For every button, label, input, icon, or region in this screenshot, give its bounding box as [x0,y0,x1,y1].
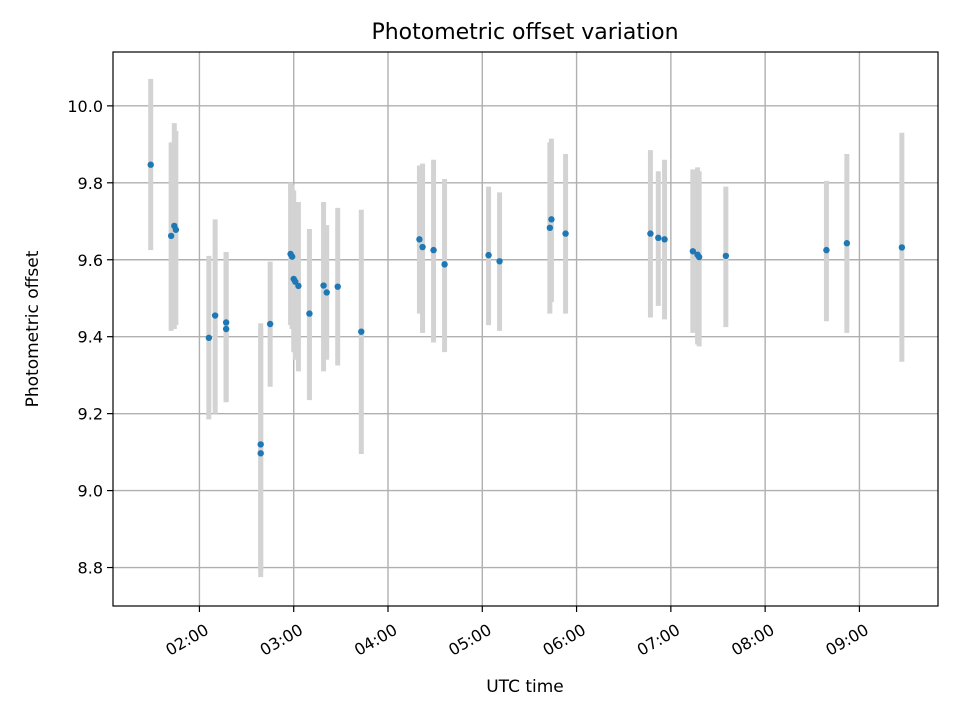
data-point [416,236,423,243]
data-point [320,282,327,289]
data-point [222,325,230,333]
data-point [843,240,851,247]
data-point [172,226,180,233]
data-point [430,246,437,254]
y-tick-label: 9.4 [78,328,103,347]
y-axis: 8.8 9.0 9.2 9.4 9.6 9.8 10.0 [67,97,113,578]
data-point [661,236,668,243]
data-point [689,248,697,255]
data-points [147,161,906,457]
y-tick-label: 10.0 [67,97,103,116]
data-point [647,230,654,237]
y-tick-label: 9.6 [78,251,103,270]
data-point [496,258,503,265]
y-axis-label: Photometric offset [23,250,43,407]
data-point [205,334,213,342]
data-point [257,441,264,448]
x-axis-label: UTC time [486,677,564,697]
data-point [257,450,264,457]
y-tick-label: 8.8 [78,559,103,578]
data-point [334,283,341,290]
data-point [306,310,313,317]
data-point [147,161,154,168]
data-point [485,251,492,259]
data-point [211,312,219,319]
y-tick-label: 9.0 [78,482,103,501]
data-point [722,252,730,260]
y-tick-label: 9.2 [78,405,103,424]
data-point [695,253,703,261]
grid-lines [113,52,938,606]
data-point [546,224,554,232]
data-point [823,246,830,254]
y-tick-label: 9.8 [78,174,103,193]
data-point [295,282,302,290]
data-point [323,289,330,296]
data-point [419,243,426,251]
data-point [222,319,230,326]
data-point [562,230,569,237]
plot-frame [112,51,939,607]
data-point [358,328,365,335]
chart-title: Photometric offset variation [371,20,678,45]
data-point [548,216,555,223]
data-point [288,253,296,260]
data-point [655,234,662,242]
data-point [898,244,906,251]
data-point [441,261,448,268]
data-point [266,320,274,328]
data-point [167,232,175,240]
